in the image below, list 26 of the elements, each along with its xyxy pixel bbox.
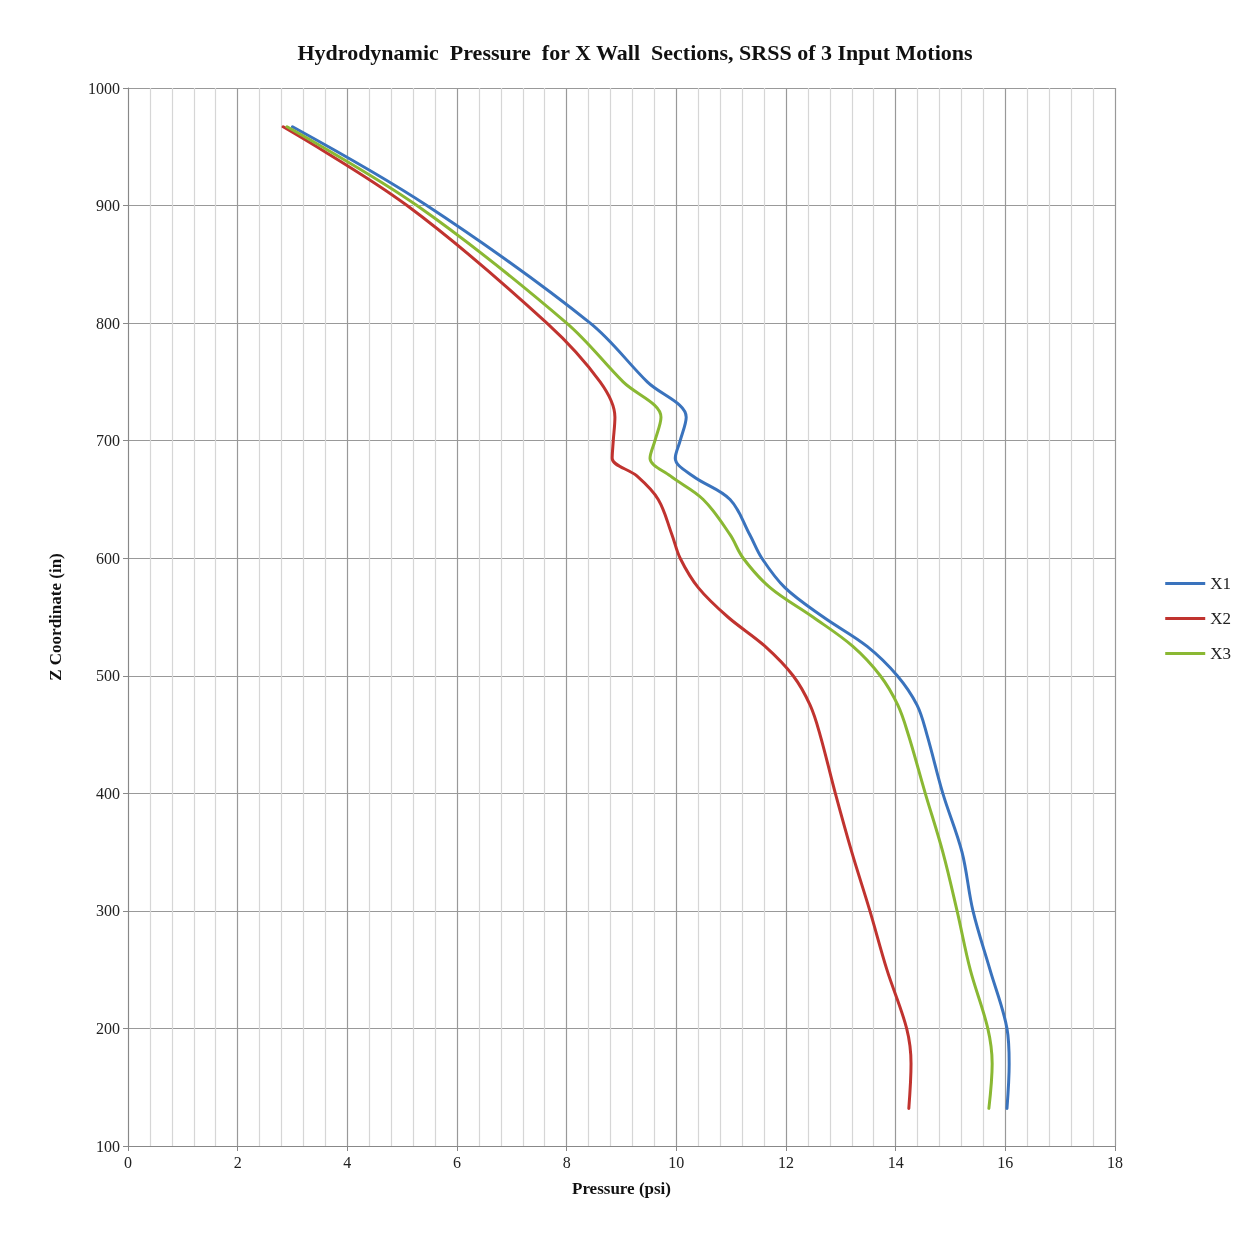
- legend-label: X2: [1210, 609, 1231, 628]
- y-tick-label: 800: [96, 314, 120, 332]
- legend-label: X1: [1210, 574, 1231, 593]
- y-tick-label: 400: [96, 784, 120, 802]
- x-axis-title: Pressure (psi): [571, 1179, 672, 1198]
- y-tick-label: 1000: [88, 79, 120, 97]
- y-tick-label: 600: [96, 549, 120, 567]
- x-tick-label: 18: [1107, 1153, 1123, 1171]
- legend-label: X3: [1210, 644, 1231, 663]
- y-axis-title: Z Coordinate (in): [46, 553, 65, 681]
- y-tick-label: 700: [96, 432, 120, 450]
- x-tick-label: 8: [562, 1153, 571, 1171]
- x-tick-label: 14: [887, 1153, 904, 1171]
- chart-title: Hydrodynamic Pressure for X Wall Sections, SRSS of 3 Input Motions: [297, 39, 974, 65]
- x-tick-label: 12: [778, 1153, 794, 1171]
- x-tick-label: 6: [453, 1153, 461, 1171]
- y-tick-label: 100: [96, 1137, 120, 1155]
- x-tick-label: 0: [124, 1153, 132, 1171]
- x-tick-label: 10: [668, 1153, 685, 1171]
- x-tick-label: 4: [343, 1153, 352, 1171]
- y-tick-label: 300: [96, 902, 120, 920]
- y-tick-label: 900: [96, 197, 120, 215]
- y-tick-label: 500: [96, 667, 120, 685]
- x-tick-label: 16: [997, 1153, 1014, 1171]
- y-tick-label: 200: [96, 1019, 120, 1037]
- x-tick-label: 2: [233, 1153, 242, 1171]
